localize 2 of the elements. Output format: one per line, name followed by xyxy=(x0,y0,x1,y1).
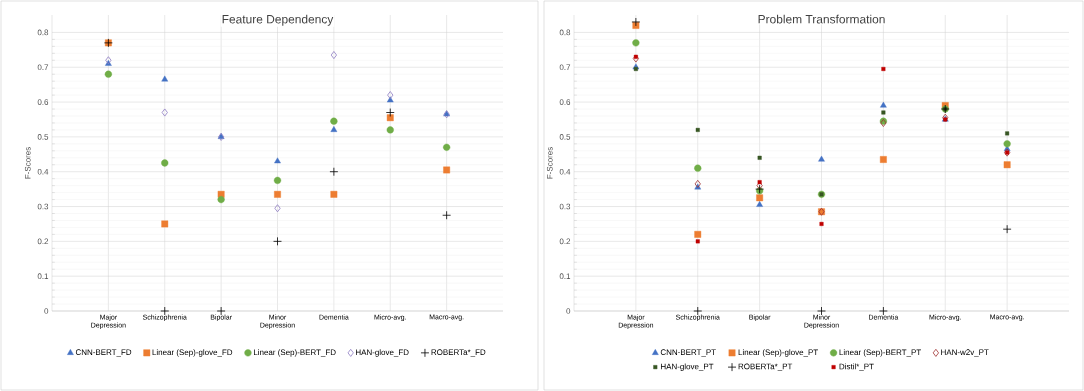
chart-title: Feature Dependency xyxy=(222,14,334,26)
chart-title: Problem Transformation xyxy=(758,14,885,24)
